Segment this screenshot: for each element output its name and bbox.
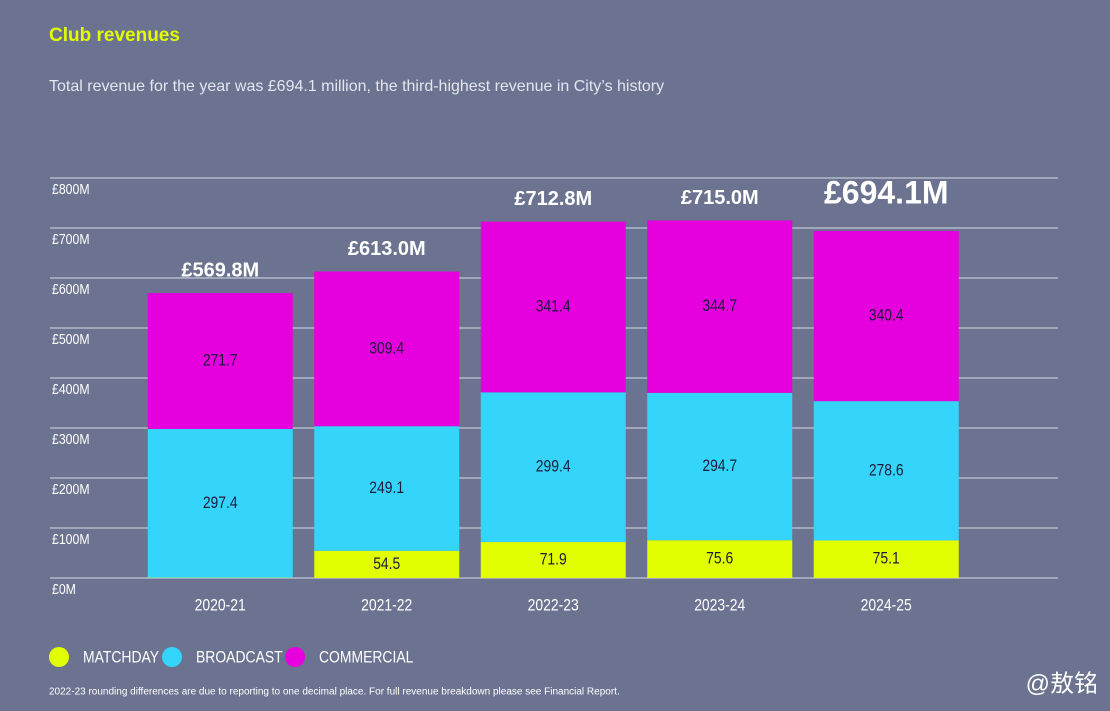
y-tick-label: £0M <box>52 581 76 597</box>
bar-segment <box>314 550 460 578</box>
legend-swatch <box>285 647 305 667</box>
data-label: 340.4 <box>869 306 904 325</box>
data-label: 75.1 <box>873 550 900 569</box>
data-label: 294.7 <box>702 457 737 476</box>
data-label: 344.7 <box>702 297 737 316</box>
legend-swatch <box>49 647 69 667</box>
bar-segment <box>314 426 460 551</box>
data-label: 249.1 <box>369 479 404 498</box>
data-label: 309.4 <box>369 339 404 358</box>
y-tick-label: £800M <box>52 181 90 197</box>
bar-segment <box>480 542 626 578</box>
legend-swatch <box>162 647 182 667</box>
total-label: £694.1M <box>824 174 949 210</box>
bar-segment <box>813 401 959 541</box>
y-tick-label: £100M <box>52 531 90 547</box>
y-tick-label: £600M <box>52 281 90 297</box>
data-label: 299.4 <box>536 457 571 476</box>
legend-label: COMMERCIAL <box>319 648 414 667</box>
y-tick-label: £300M <box>52 431 90 447</box>
bar-segment <box>480 392 626 543</box>
footnote: 2022-23 rounding differences are due to … <box>49 687 620 698</box>
x-tick-label: 2020-21 <box>195 596 246 615</box>
watermark: @敖铭 <box>1026 670 1098 697</box>
data-label: 297.4 <box>203 494 238 513</box>
bar-segment <box>647 540 793 578</box>
y-tick-label: £500M <box>52 331 90 347</box>
bar-segment <box>147 428 293 578</box>
x-tick-label: 2023-24 <box>694 596 745 615</box>
bar-segment <box>647 392 793 541</box>
data-label: 271.7 <box>203 351 238 370</box>
total-label: £715.0M <box>681 187 759 209</box>
legend-label: MATCHDAY <box>83 648 160 667</box>
data-label: 341.4 <box>536 297 571 316</box>
bar-segment <box>147 293 293 429</box>
total-label: £712.8M <box>514 188 592 210</box>
chart-title: Club revenues <box>49 25 180 46</box>
data-label: 71.9 <box>540 550 567 569</box>
x-tick-label: 2021-22 <box>361 596 412 615</box>
bar-segment <box>647 220 793 393</box>
bar-segment <box>813 540 959 578</box>
y-tick-label: £400M <box>52 381 90 397</box>
x-tick-label: 2022-23 <box>528 596 579 615</box>
bar-segment <box>480 221 626 393</box>
x-tick-label: 2024-25 <box>861 596 912 615</box>
y-tick-label: £200M <box>52 481 90 497</box>
bar-segment <box>314 271 460 427</box>
total-label: £613.0M <box>348 238 426 260</box>
chart-subtitle: Total revenue for the year was £694.1 mi… <box>49 78 664 95</box>
total-label: £569.8M <box>181 259 259 281</box>
data-label: 75.6 <box>706 549 733 568</box>
bar-segment <box>813 230 959 402</box>
y-tick-label: £700M <box>52 231 90 247</box>
legend-label: BROADCAST <box>196 648 283 667</box>
data-label: 278.6 <box>869 461 904 480</box>
data-label: 54.5 <box>373 555 400 574</box>
